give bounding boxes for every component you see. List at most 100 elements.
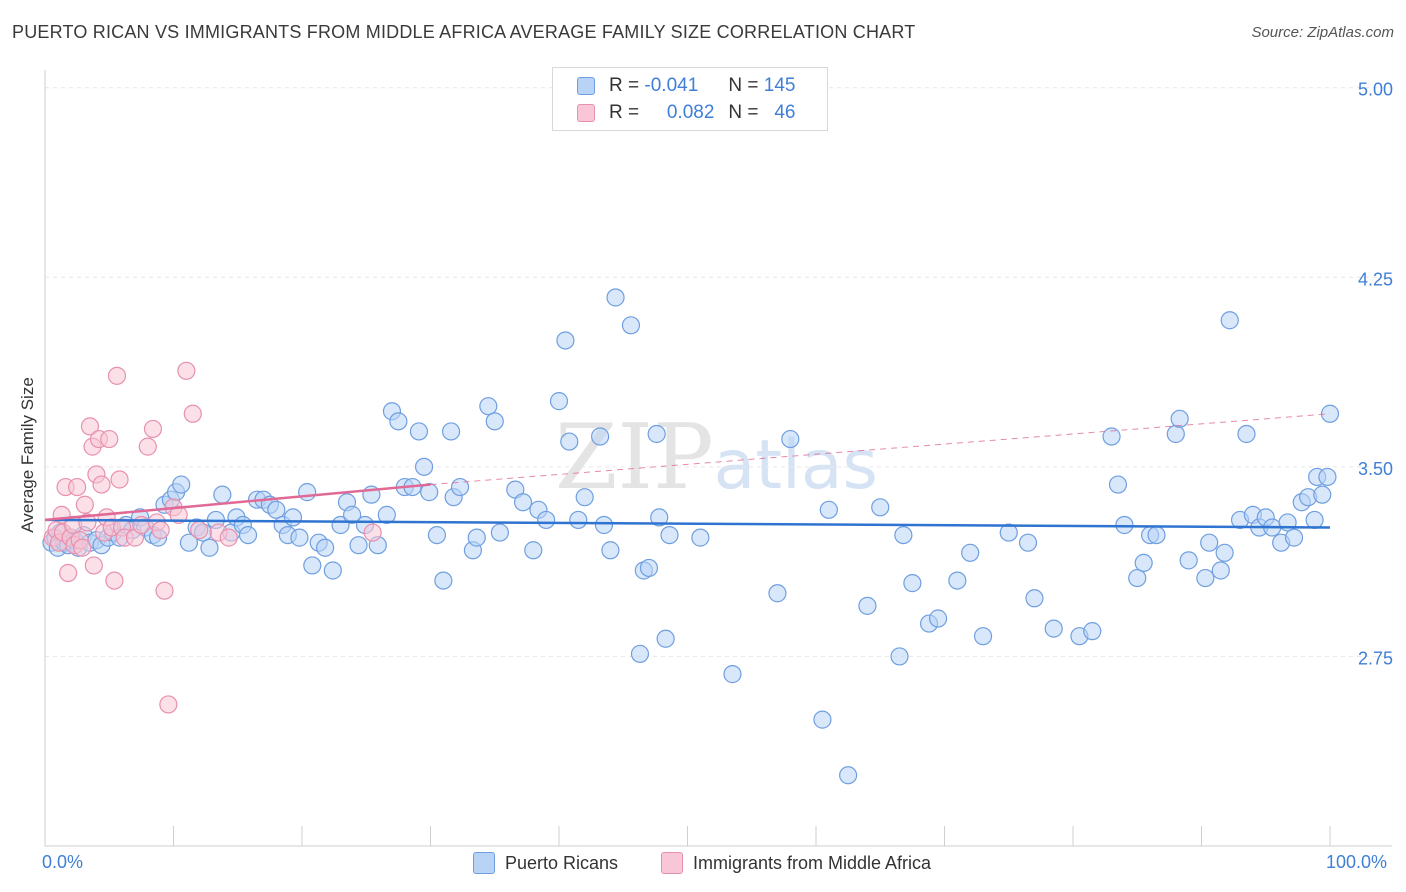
- point-middle-africa: [155, 581, 174, 600]
- point-middle-africa: [75, 495, 94, 514]
- point-puerto-ricans: [813, 710, 832, 729]
- point-middle-africa: [363, 523, 382, 542]
- series-middle-africa: [43, 361, 382, 714]
- point-puerto-ricans: [575, 488, 594, 507]
- point-puerto-ricans: [1237, 424, 1256, 444]
- y-tick-labels: 2.75 3.50 4.25 5.00: [1358, 80, 1393, 669]
- point-puerto-ricans: [961, 543, 980, 562]
- x-tick-label-min: 0.0%: [42, 852, 84, 872]
- point-puerto-ricans: [903, 574, 922, 593]
- point-puerto-ricans: [537, 510, 556, 530]
- point-puerto-ricans: [434, 571, 453, 590]
- point-puerto-ricans: [343, 505, 362, 524]
- point-puerto-ricans: [591, 427, 610, 446]
- point-middle-africa: [73, 538, 92, 557]
- point-middle-africa: [138, 437, 157, 456]
- trend-line-middle-africa-extension: [430, 413, 1331, 486]
- point-puerto-ricans: [427, 525, 447, 545]
- point-puerto-ricans: [549, 392, 569, 411]
- point-middle-africa: [100, 429, 119, 449]
- point-puerto-ricans: [1318, 467, 1337, 487]
- y-tick-label: 4.25: [1358, 269, 1393, 289]
- point-puerto-ricans: [1044, 619, 1063, 638]
- point-middle-africa: [143, 419, 163, 439]
- point-puerto-ricans: [656, 629, 675, 648]
- point-puerto-ricans: [450, 477, 470, 497]
- point-middle-africa: [151, 520, 170, 540]
- point-middle-africa: [110, 470, 129, 489]
- point-puerto-ricans: [1196, 568, 1215, 588]
- point-puerto-ricans: [238, 525, 258, 545]
- legend-item-middle-africa: Immigrants from Middle Africa: [661, 852, 931, 874]
- point-puerto-ricans: [1166, 424, 1185, 444]
- point-puerto-ricans: [1170, 409, 1189, 428]
- point-middle-africa: [105, 571, 124, 590]
- point-puerto-ricans: [691, 528, 710, 547]
- point-puerto-ricans: [1200, 533, 1219, 552]
- stats-legend: R = -0.041 N = 145 R = 0.082 N = 46: [552, 67, 828, 131]
- point-middle-africa: [159, 695, 178, 714]
- point-puerto-ricans: [569, 510, 588, 530]
- point-puerto-ricans: [1220, 311, 1239, 330]
- source-credit: Source: ZipAtlas.com: [1251, 24, 1394, 41]
- point-middle-africa: [183, 404, 202, 423]
- legend-swatch-pink: [577, 104, 595, 122]
- point-puerto-ricans: [316, 538, 335, 557]
- stats-row-puerto-ricans: R = -0.041 N = 145: [577, 73, 795, 99]
- point-puerto-ricans: [298, 483, 317, 502]
- point-puerto-ricans: [323, 561, 342, 580]
- series-puerto-ricans: [42, 288, 1340, 785]
- n-label: N =: [728, 102, 759, 123]
- series-legend: Puerto Ricans Immigrants from Middle Afr…: [0, 852, 1406, 878]
- point-puerto-ricans: [1215, 543, 1234, 562]
- point-puerto-ricans: [723, 665, 742, 684]
- point-puerto-ricans: [894, 525, 913, 545]
- legend-swatch-blue: [577, 77, 595, 95]
- axes: [44, 70, 1392, 847]
- point-middle-africa: [68, 477, 87, 497]
- point-puerto-ricans: [479, 397, 498, 416]
- point-puerto-ricans: [490, 523, 509, 542]
- point-puerto-ricans: [213, 485, 232, 504]
- point-puerto-ricans: [1134, 553, 1153, 572]
- legend-label: Immigrants from Middle Africa: [693, 852, 932, 873]
- point-middle-africa: [132, 515, 151, 535]
- point-puerto-ricans: [1128, 568, 1147, 588]
- point-puerto-ricans: [290, 528, 309, 547]
- point-puerto-ricans: [524, 541, 543, 560]
- r-value: 0.082: [666, 102, 715, 123]
- point-puerto-ricans: [389, 412, 408, 431]
- point-puerto-ricans: [1305, 510, 1324, 530]
- point-puerto-ricans: [414, 457, 434, 476]
- point-middle-africa: [107, 366, 127, 385]
- point-puerto-ricans: [890, 647, 909, 666]
- legend-label: Puerto Ricans: [505, 852, 619, 873]
- point-puerto-ricans: [601, 541, 620, 560]
- r-label: R =: [609, 102, 640, 123]
- point-puerto-ricans: [283, 508, 303, 527]
- trend-line-middle-africa: [44, 483, 431, 522]
- point-middle-africa: [84, 556, 103, 575]
- point-puerto-ricans: [1083, 622, 1102, 641]
- point-puerto-ricans: [768, 584, 787, 603]
- legend-swatch-blue: [473, 852, 495, 874]
- y-tick-label: 5.00: [1358, 80, 1393, 100]
- point-puerto-ricans: [409, 422, 429, 441]
- point-puerto-ricans: [660, 525, 679, 545]
- point-puerto-ricans: [839, 766, 858, 785]
- point-puerto-ricans: [606, 288, 625, 307]
- n-label: N =: [728, 75, 759, 96]
- point-puerto-ricans: [647, 424, 666, 444]
- point-puerto-ricans: [639, 558, 659, 578]
- y-tick-label: 3.50: [1358, 459, 1393, 479]
- point-puerto-ricans: [467, 528, 486, 547]
- point-puerto-ricans: [650, 508, 669, 527]
- trend-line-puerto-ricans: [44, 518, 1331, 529]
- point-middle-africa: [59, 563, 78, 583]
- point-puerto-ricans: [1018, 533, 1038, 552]
- r-label: R =: [609, 75, 640, 96]
- point-puerto-ricans: [973, 627, 993, 646]
- point-puerto-ricans: [1179, 551, 1198, 570]
- point-middle-africa: [92, 475, 111, 494]
